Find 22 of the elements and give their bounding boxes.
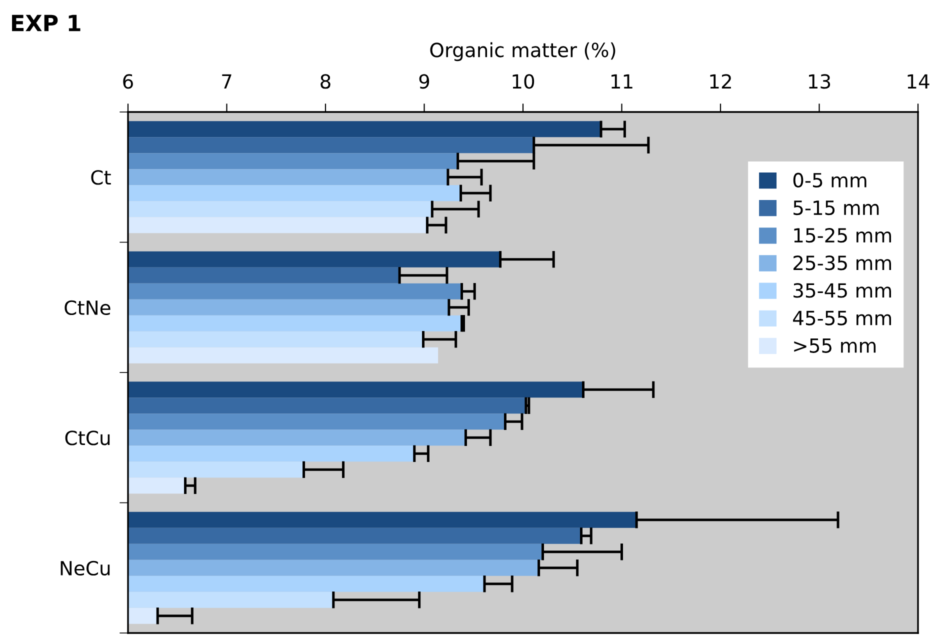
y-tick-label: CtCu	[65, 430, 110, 446]
legend-label: 45-55 mm	[793, 310, 892, 326]
x-tick-label: 12	[710, 74, 731, 89]
y-tick-label: NeCu	[60, 560, 110, 576]
legend-label: 25-35 mm	[794, 256, 892, 270]
x-tick-label: 13	[809, 74, 830, 89]
x-tick-label: 9	[419, 74, 430, 89]
y-tick-label: CtNe	[64, 300, 110, 316]
legend-label: 0-5 mm	[793, 172, 866, 188]
x-tick-label: 6	[123, 74, 133, 89]
legend-label: >55 mm	[794, 338, 876, 353]
legend-label: 5-15 mm	[794, 200, 879, 216]
legend-label: 15-25 mm	[794, 228, 892, 243]
x-tick-label: 14	[908, 74, 930, 89]
x-tick-label: 7	[222, 74, 232, 89]
x-tick-label: 11	[612, 74, 632, 89]
x-axis-title: Organic matter (%)	[430, 42, 616, 62]
x-tick-label: 8	[320, 74, 330, 89]
legend-label: 35-45 mm	[794, 283, 892, 298]
y-tick-label: Ct	[91, 170, 111, 185]
chart-title: EXP 1	[12, 14, 80, 32]
x-tick-label: 10	[512, 74, 534, 89]
